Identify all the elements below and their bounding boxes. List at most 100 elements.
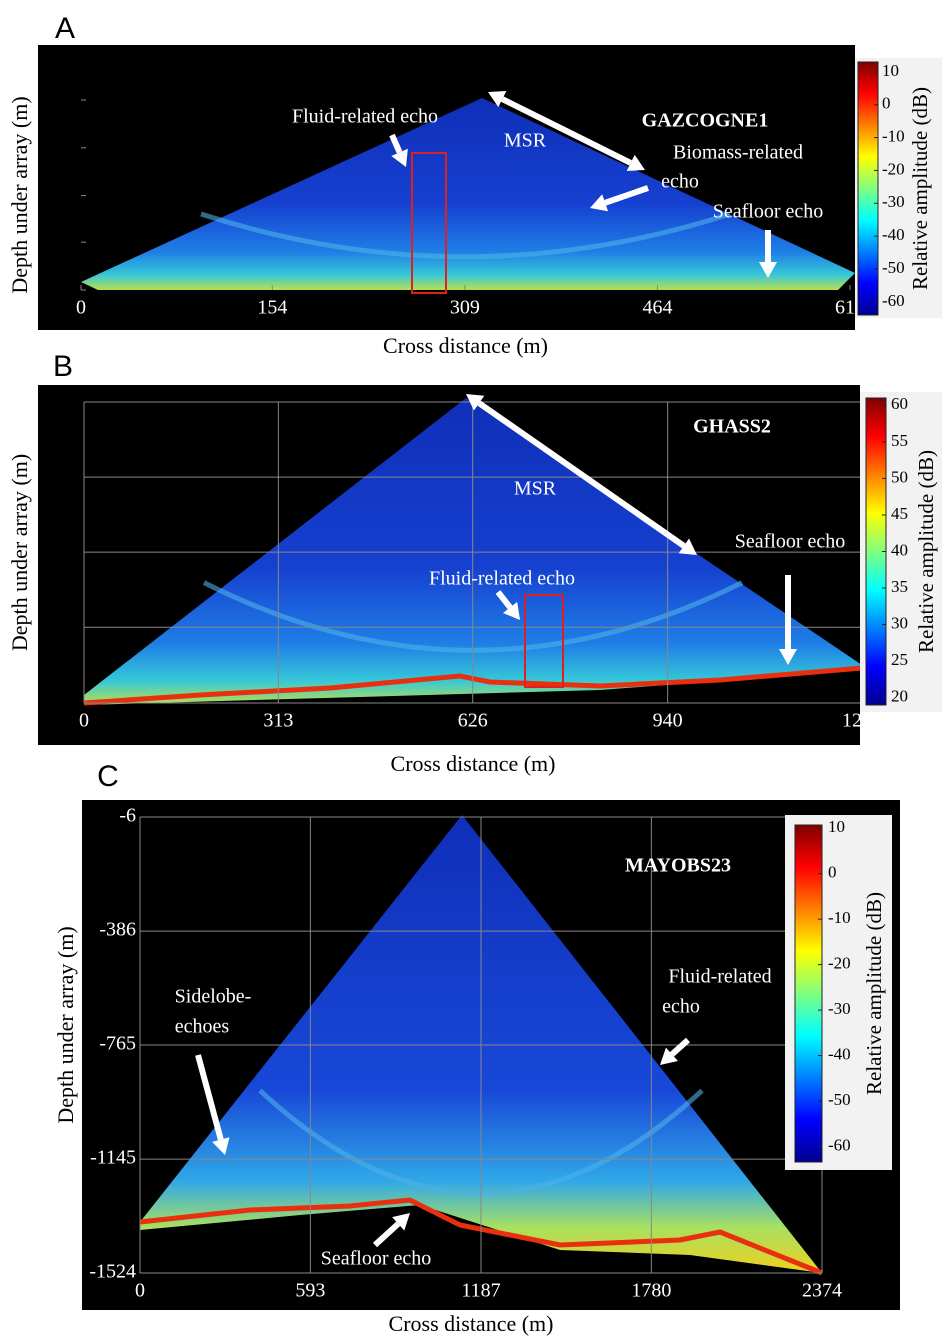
colorbar-tick-label: -10 <box>882 126 905 145</box>
y-tick-label: -473 <box>43 691 80 713</box>
annotation: MSR <box>504 130 547 152</box>
y-tick-label: -167 <box>40 278 77 300</box>
annotation: echoes <box>175 1016 230 1038</box>
arrow-head <box>779 649 797 665</box>
arrow-head <box>466 394 485 411</box>
y-tick-label: -126 <box>40 230 77 252</box>
arrow-shaft <box>669 1037 690 1057</box>
colorbar-tick-label: 60 <box>891 394 908 413</box>
panel-letter: A <box>55 12 75 45</box>
colorbar-tick-label: 25 <box>891 650 908 669</box>
x-tick-label: 940 <box>653 710 683 732</box>
annotation: echo <box>662 996 700 1018</box>
x-tick-label: 1780 <box>631 1280 671 1302</box>
x-tick-label: 154 <box>257 297 287 319</box>
x-axis-label: Cross distance (m) <box>391 751 556 776</box>
annotation: echo <box>661 171 699 193</box>
annotation: Seafloor echo <box>713 201 824 223</box>
x-tick-label: 1187 <box>461 1280 500 1302</box>
colorbar-tick-label: 20 <box>891 687 908 706</box>
arrow-shaft <box>604 185 649 206</box>
y-tick-label: -765 <box>99 1033 136 1055</box>
arrow-shaft <box>372 1221 401 1248</box>
y-tick-label: -86 <box>50 183 77 205</box>
colorbar-tick-label: 10 <box>828 817 845 836</box>
colorbar-tick-label: 50 <box>891 467 908 486</box>
panel-letter: C <box>97 760 119 793</box>
x-tick-label: 0 <box>79 710 89 732</box>
arrow-shaft <box>389 133 403 154</box>
arrow-shaft <box>495 590 513 610</box>
y-tick-label: 0 <box>70 390 80 412</box>
x-tick-label: 313 <box>263 710 293 732</box>
colorbar-label: Relative amplitude (dB) <box>908 87 932 290</box>
y-axis-label: Depth under array (m) <box>53 926 78 1123</box>
highlight-box <box>524 594 564 688</box>
arrow-head <box>488 91 507 108</box>
arrow-head <box>626 154 645 171</box>
annotation: Sidelobe- <box>175 986 252 1008</box>
y-tick-label: -6 <box>119 805 136 827</box>
y-tick-label: -45 <box>50 135 77 157</box>
colorbar-tick-label: 10 <box>882 61 899 80</box>
y-axis-label: Depth under array (m) <box>7 454 32 651</box>
annotation: Fluid-related echo <box>292 106 438 128</box>
y-tick-label: -354 <box>43 615 80 637</box>
x-axis-label: Cross distance (m) <box>389 1311 554 1336</box>
x-tick-label: 309 <box>450 297 480 319</box>
x-tick-label: 593 <box>295 1280 325 1302</box>
arrow-shaft <box>500 96 633 166</box>
panel-title: GAZCOGNE1 <box>642 110 769 132</box>
colorbar-tick-label: -50 <box>882 258 905 277</box>
y-tick-label: -1145 <box>90 1147 136 1169</box>
colorbar-label: Relative amplitude (dB) <box>862 892 886 1095</box>
arrow-head <box>391 148 408 167</box>
x-tick-label: 0 <box>135 1280 145 1302</box>
colorbar-tick-label: 45 <box>891 504 908 523</box>
y-tick-label: -386 <box>99 919 136 941</box>
annotation: MSR <box>514 478 557 500</box>
arrow-head <box>678 538 697 555</box>
y-tick-label: -236 <box>43 540 80 562</box>
colorbar-tick-label: -60 <box>828 1135 851 1154</box>
colorbar-tick-label: 0 <box>882 94 891 113</box>
highlight-box <box>411 152 447 294</box>
colorbar-tick-label: -20 <box>828 954 851 973</box>
x-tick-label: 464 <box>642 297 672 319</box>
colorbar-tick-label: -30 <box>828 999 851 1018</box>
colorbar-tick-label: -20 <box>882 159 905 178</box>
x-tick-label: 1253 <box>842 710 882 732</box>
colorbar-tick-label: 40 <box>891 540 908 559</box>
echogram-fan <box>81 98 855 290</box>
annotation: Fluid-related <box>668 966 771 988</box>
colorbar-tick-label: 55 <box>891 431 908 450</box>
arrow-head <box>212 1137 230 1155</box>
seafloor-echo <box>139 1197 823 1276</box>
x-tick-label: 626 <box>458 710 488 732</box>
colorbar-tick-label: 30 <box>891 614 908 633</box>
colorbar-tick-label: -60 <box>882 291 905 310</box>
colorbar-tick-label: 0 <box>828 863 837 882</box>
panel-title: GHASS2 <box>693 416 771 438</box>
y-tick-label: -1524 <box>89 1261 136 1283</box>
colorbar-label: Relative amplitude (dB) <box>914 450 938 653</box>
colorbar-tick-label: -30 <box>882 192 905 211</box>
annotation: Seafloor echo <box>735 531 846 553</box>
panel-letter: B <box>53 350 73 383</box>
colorbar-tick-label: -10 <box>828 908 851 927</box>
annotation: Biomass-related <box>673 142 803 164</box>
annotation: Fluid-related echo <box>429 568 575 590</box>
colorbar-tick-label: -40 <box>882 225 905 244</box>
colorbar-tick-label: -40 <box>828 1044 851 1063</box>
y-tick-label: -118 <box>44 465 80 487</box>
arrow-head <box>392 1213 410 1231</box>
arrow-shaft <box>195 1054 224 1141</box>
colorbar <box>857 61 879 316</box>
y-tick-label: -4 <box>60 88 77 110</box>
annotation: Seafloor echo <box>321 1248 432 1270</box>
x-tick-label: 2374 <box>802 1280 842 1302</box>
panel-title: MAYOBS23 <box>625 855 731 877</box>
x-axis-label: Cross distance (m) <box>383 333 548 358</box>
colorbar-tick-label: -50 <box>828 1090 851 1109</box>
